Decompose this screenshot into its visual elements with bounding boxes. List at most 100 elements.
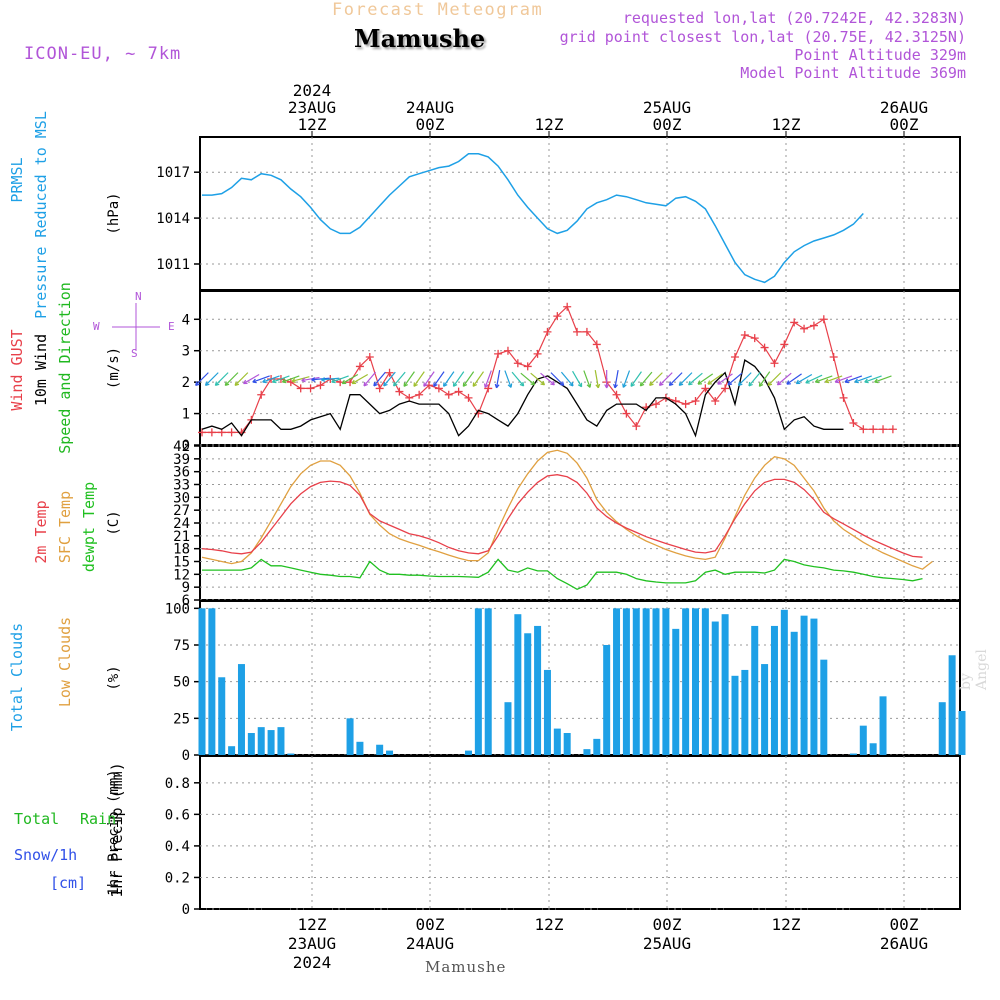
wind-arrow-shaft <box>758 371 771 387</box>
gust-marker <box>839 393 848 402</box>
wind-arrow-head <box>874 378 879 384</box>
wind-arrow <box>834 375 853 384</box>
wind-arrow-head <box>472 382 478 387</box>
ytick-label-temperature-3: 15 <box>173 555 190 571</box>
bottom-time-label-0-1: 23AUG <box>288 934 336 953</box>
gust-marker <box>365 353 374 361</box>
wind-arrow <box>874 375 892 384</box>
gust-marker <box>790 318 799 327</box>
bottom-time-label-0-2: 2024 <box>293 953 332 972</box>
ytick-label-temperature-2: 12 <box>173 567 190 583</box>
wind-arrow-shaft <box>707 373 723 385</box>
ytick-label-wind-0: 0 <box>182 438 190 454</box>
wind-arrow <box>520 372 536 386</box>
wind-arrow <box>854 375 872 384</box>
ylabel-wind: (m/s) <box>106 347 122 389</box>
gust-marker <box>770 359 779 368</box>
cloud-bar <box>731 675 739 755</box>
ytick-label-wind-4: 4 <box>182 312 190 328</box>
cloud-bar <box>820 659 828 755</box>
wind-arrow-head <box>697 380 703 385</box>
cloud-bar <box>376 744 384 755</box>
gust-marker <box>730 353 739 361</box>
gust-marker <box>553 312 562 321</box>
cloud-bar <box>247 733 255 755</box>
wind-arrow-shaft <box>777 372 792 386</box>
legend-snow: Snow/1h <box>14 846 77 864</box>
label-dewpt-temp: dewpt Temp <box>80 482 98 572</box>
gust-marker <box>849 419 858 427</box>
wind-arrow <box>805 374 823 384</box>
wind-arrow <box>393 371 406 387</box>
wind-arrow-shaft <box>622 370 631 388</box>
label-wind-gust: Wind GUST <box>8 329 26 410</box>
gust-marker <box>494 349 503 358</box>
cloud-bar <box>810 618 818 755</box>
wind-arrow-shaft <box>572 370 583 388</box>
wind-arrow-head <box>854 378 859 384</box>
label-10m-wind: 10m Wind <box>32 334 50 406</box>
cloud-bar <box>613 608 621 755</box>
wind-arrow-head <box>824 378 830 384</box>
cloud-bar <box>938 702 946 755</box>
bottom-time-label-1-1: 24AUG <box>406 934 454 953</box>
wind10m-line <box>201 359 844 438</box>
cloud-bar <box>948 655 956 755</box>
wind-arrow-head <box>393 381 398 387</box>
wind-arrow-head <box>204 381 210 386</box>
ytick-label-precip-4: 0.8 <box>165 776 190 792</box>
wind-arrow-shaft <box>243 373 260 385</box>
wind-arrow <box>423 371 435 387</box>
wind-arrow <box>688 372 703 386</box>
gust-marker <box>691 397 700 405</box>
wind-arrow-shaft <box>560 371 574 387</box>
wind-arrow-shaft <box>282 375 300 383</box>
cloud-bar <box>218 677 226 755</box>
wind-arrow-head <box>630 382 635 387</box>
gust-marker <box>622 409 631 418</box>
wind-arrow-shaft <box>393 371 406 387</box>
label-sfc-temp: SFC Temp <box>56 491 74 563</box>
wind-arrow-shaft <box>403 371 415 387</box>
wind-arrow-head <box>559 381 565 386</box>
gust-marker <box>513 359 522 368</box>
ylabel-temperature: (C) <box>106 510 122 535</box>
wind-arrow-shaft <box>834 375 853 383</box>
wind-arrow-shaft <box>511 371 525 387</box>
wind-arrow <box>351 373 369 385</box>
wind-arrow-shaft <box>786 373 802 385</box>
wind-arrow <box>504 370 513 388</box>
wind-arrow-shaft <box>583 370 591 388</box>
wind-arrow-shaft <box>649 372 663 386</box>
gust-marker <box>721 384 730 393</box>
wind-arrow-head <box>748 381 753 387</box>
cloud-bar <box>386 750 394 755</box>
cloud-bar <box>277 727 285 755</box>
gust-marker <box>444 390 453 399</box>
wind-arrow <box>234 372 249 386</box>
ytick-label-precip-3: 0.6 <box>165 807 190 823</box>
wind-arrow-head <box>758 382 764 387</box>
model-label: ICON-EU, ~ 7km <box>24 44 182 64</box>
wind-arrow <box>748 371 761 387</box>
wind-arrow-shaft <box>462 371 475 387</box>
legend-rain: Rain <box>80 810 116 828</box>
gust-marker <box>533 349 542 358</box>
ytick-label-temperature-5: 21 <box>173 529 190 545</box>
wind-arrow-head <box>507 383 513 388</box>
cloud-bar <box>652 608 660 755</box>
wind-arrow-head <box>795 379 801 385</box>
ytick-label-clouds-0: 0 <box>182 748 190 764</box>
wind-arrow <box>572 370 583 388</box>
wind-arrow <box>483 370 492 388</box>
compass-w: W <box>93 320 100 333</box>
requested-coords: requested lon,lat (20.7242E, 42.3283N) <box>622 9 966 27</box>
wind-arrow-head <box>613 383 618 389</box>
cloud-bar <box>761 664 769 755</box>
wind-arrow-head <box>678 381 684 386</box>
dewpt-line <box>202 558 923 591</box>
bottom-time-label-3-0: 00Z <box>653 915 682 934</box>
wind-arrow-shaft <box>423 371 435 387</box>
wind-arrow-head <box>786 380 791 385</box>
ytick-label-temperature-10: 36 <box>173 465 190 481</box>
